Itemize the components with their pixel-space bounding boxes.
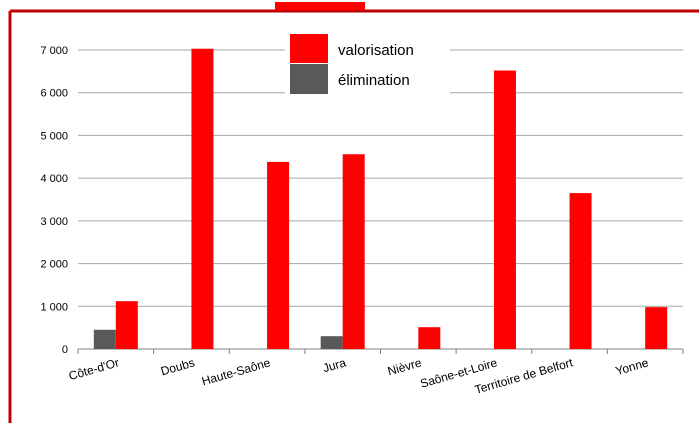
bar-valorisation: [342, 154, 365, 349]
y-tick-label: 6 000: [40, 88, 68, 100]
y-tick-label: 4 000: [40, 173, 68, 185]
bar-valorisation: [493, 70, 516, 349]
x-axis-ticks: Côte-d'Or Doubs Haute-Saône Jura NièvreSaône…: [67, 355, 650, 397]
chart-header-strip: [275, 2, 365, 10]
bar-elimination: [320, 336, 343, 349]
legend-swatch-valorisation: [290, 34, 328, 63]
bars: [93, 48, 668, 350]
y-tick-label: 0: [62, 344, 68, 356]
legend-label-elimination: élimination: [338, 72, 410, 89]
x-tick-label: Yonne: [614, 355, 650, 378]
bar-valorisation: [267, 161, 290, 349]
x-tick-label: Côte-d'Or: [67, 355, 121, 383]
x-tick-label: Doubs: [159, 355, 196, 378]
y-tick-label: 1 000: [40, 301, 68, 313]
y-tick-label: 3 000: [40, 216, 68, 228]
bar-valorisation: [645, 307, 668, 349]
x-tick-label: Haute-Saône: [200, 355, 272, 388]
legend: valorisation élimination: [285, 32, 450, 96]
bar-valorisation: [115, 301, 138, 349]
y-axis-ticks: 0 1 000 2 000 3 000 4 000 5 000 6 000 7 000: [40, 45, 68, 356]
bar-valorisation: [418, 327, 441, 349]
x-tick-label: Jura: [321, 355, 348, 375]
bar-valorisation: [191, 48, 214, 350]
legend-swatch-elimination: [290, 64, 328, 94]
x-tick-label: Nièvre: [386, 355, 424, 378]
y-tick-label: 5 000: [40, 130, 68, 142]
bar-valorisation: [569, 193, 592, 349]
y-tick-label: 2 000: [40, 259, 68, 271]
y-tick-label: 7 000: [40, 45, 68, 57]
legend-label-valorisation: valorisation: [338, 42, 414, 59]
bar-elimination: [93, 329, 116, 349]
